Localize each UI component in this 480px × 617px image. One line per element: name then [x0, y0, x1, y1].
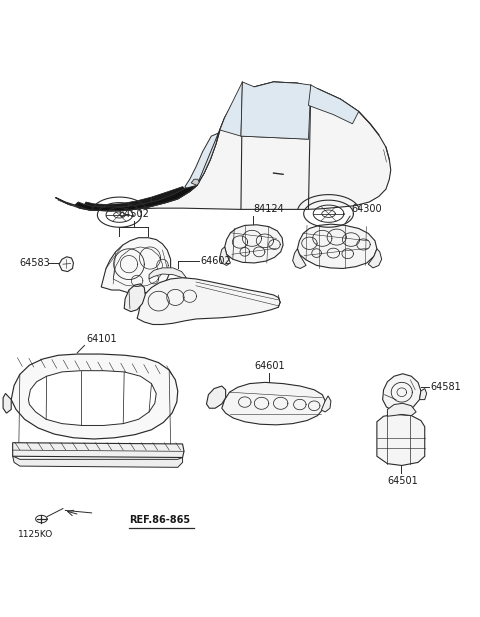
Polygon shape	[383, 374, 421, 411]
Polygon shape	[185, 133, 218, 191]
Polygon shape	[12, 443, 184, 457]
Text: 84124: 84124	[253, 204, 284, 214]
Text: 64602: 64602	[201, 256, 231, 266]
Text: 64601: 64601	[254, 362, 285, 371]
Polygon shape	[225, 225, 283, 263]
Polygon shape	[222, 383, 325, 425]
Polygon shape	[101, 238, 170, 293]
Text: REF.86-865: REF.86-865	[129, 515, 190, 525]
Polygon shape	[387, 404, 416, 416]
Polygon shape	[309, 85, 359, 124]
Polygon shape	[298, 224, 377, 268]
Polygon shape	[12, 456, 182, 467]
Polygon shape	[191, 179, 199, 185]
Polygon shape	[368, 249, 382, 268]
Polygon shape	[11, 354, 178, 439]
Text: 64101: 64101	[86, 334, 117, 344]
Polygon shape	[28, 371, 156, 426]
Polygon shape	[59, 257, 73, 271]
Polygon shape	[149, 268, 186, 279]
Polygon shape	[56, 82, 391, 211]
Text: 64502: 64502	[118, 209, 149, 219]
Polygon shape	[220, 82, 242, 136]
Polygon shape	[377, 415, 425, 465]
Polygon shape	[420, 389, 427, 400]
Text: 64300: 64300	[351, 204, 382, 214]
Polygon shape	[322, 396, 331, 412]
Polygon shape	[84, 186, 185, 207]
Polygon shape	[3, 394, 11, 413]
Polygon shape	[220, 247, 230, 265]
Text: 1125KO: 1125KO	[18, 530, 53, 539]
Text: 64501: 64501	[387, 476, 418, 486]
Polygon shape	[241, 82, 311, 139]
Polygon shape	[75, 185, 197, 210]
Text: 64583: 64583	[20, 258, 50, 268]
Text: 64581: 64581	[431, 383, 461, 392]
Polygon shape	[124, 284, 145, 312]
Polygon shape	[293, 249, 306, 268]
Polygon shape	[206, 386, 226, 408]
Polygon shape	[137, 278, 280, 325]
